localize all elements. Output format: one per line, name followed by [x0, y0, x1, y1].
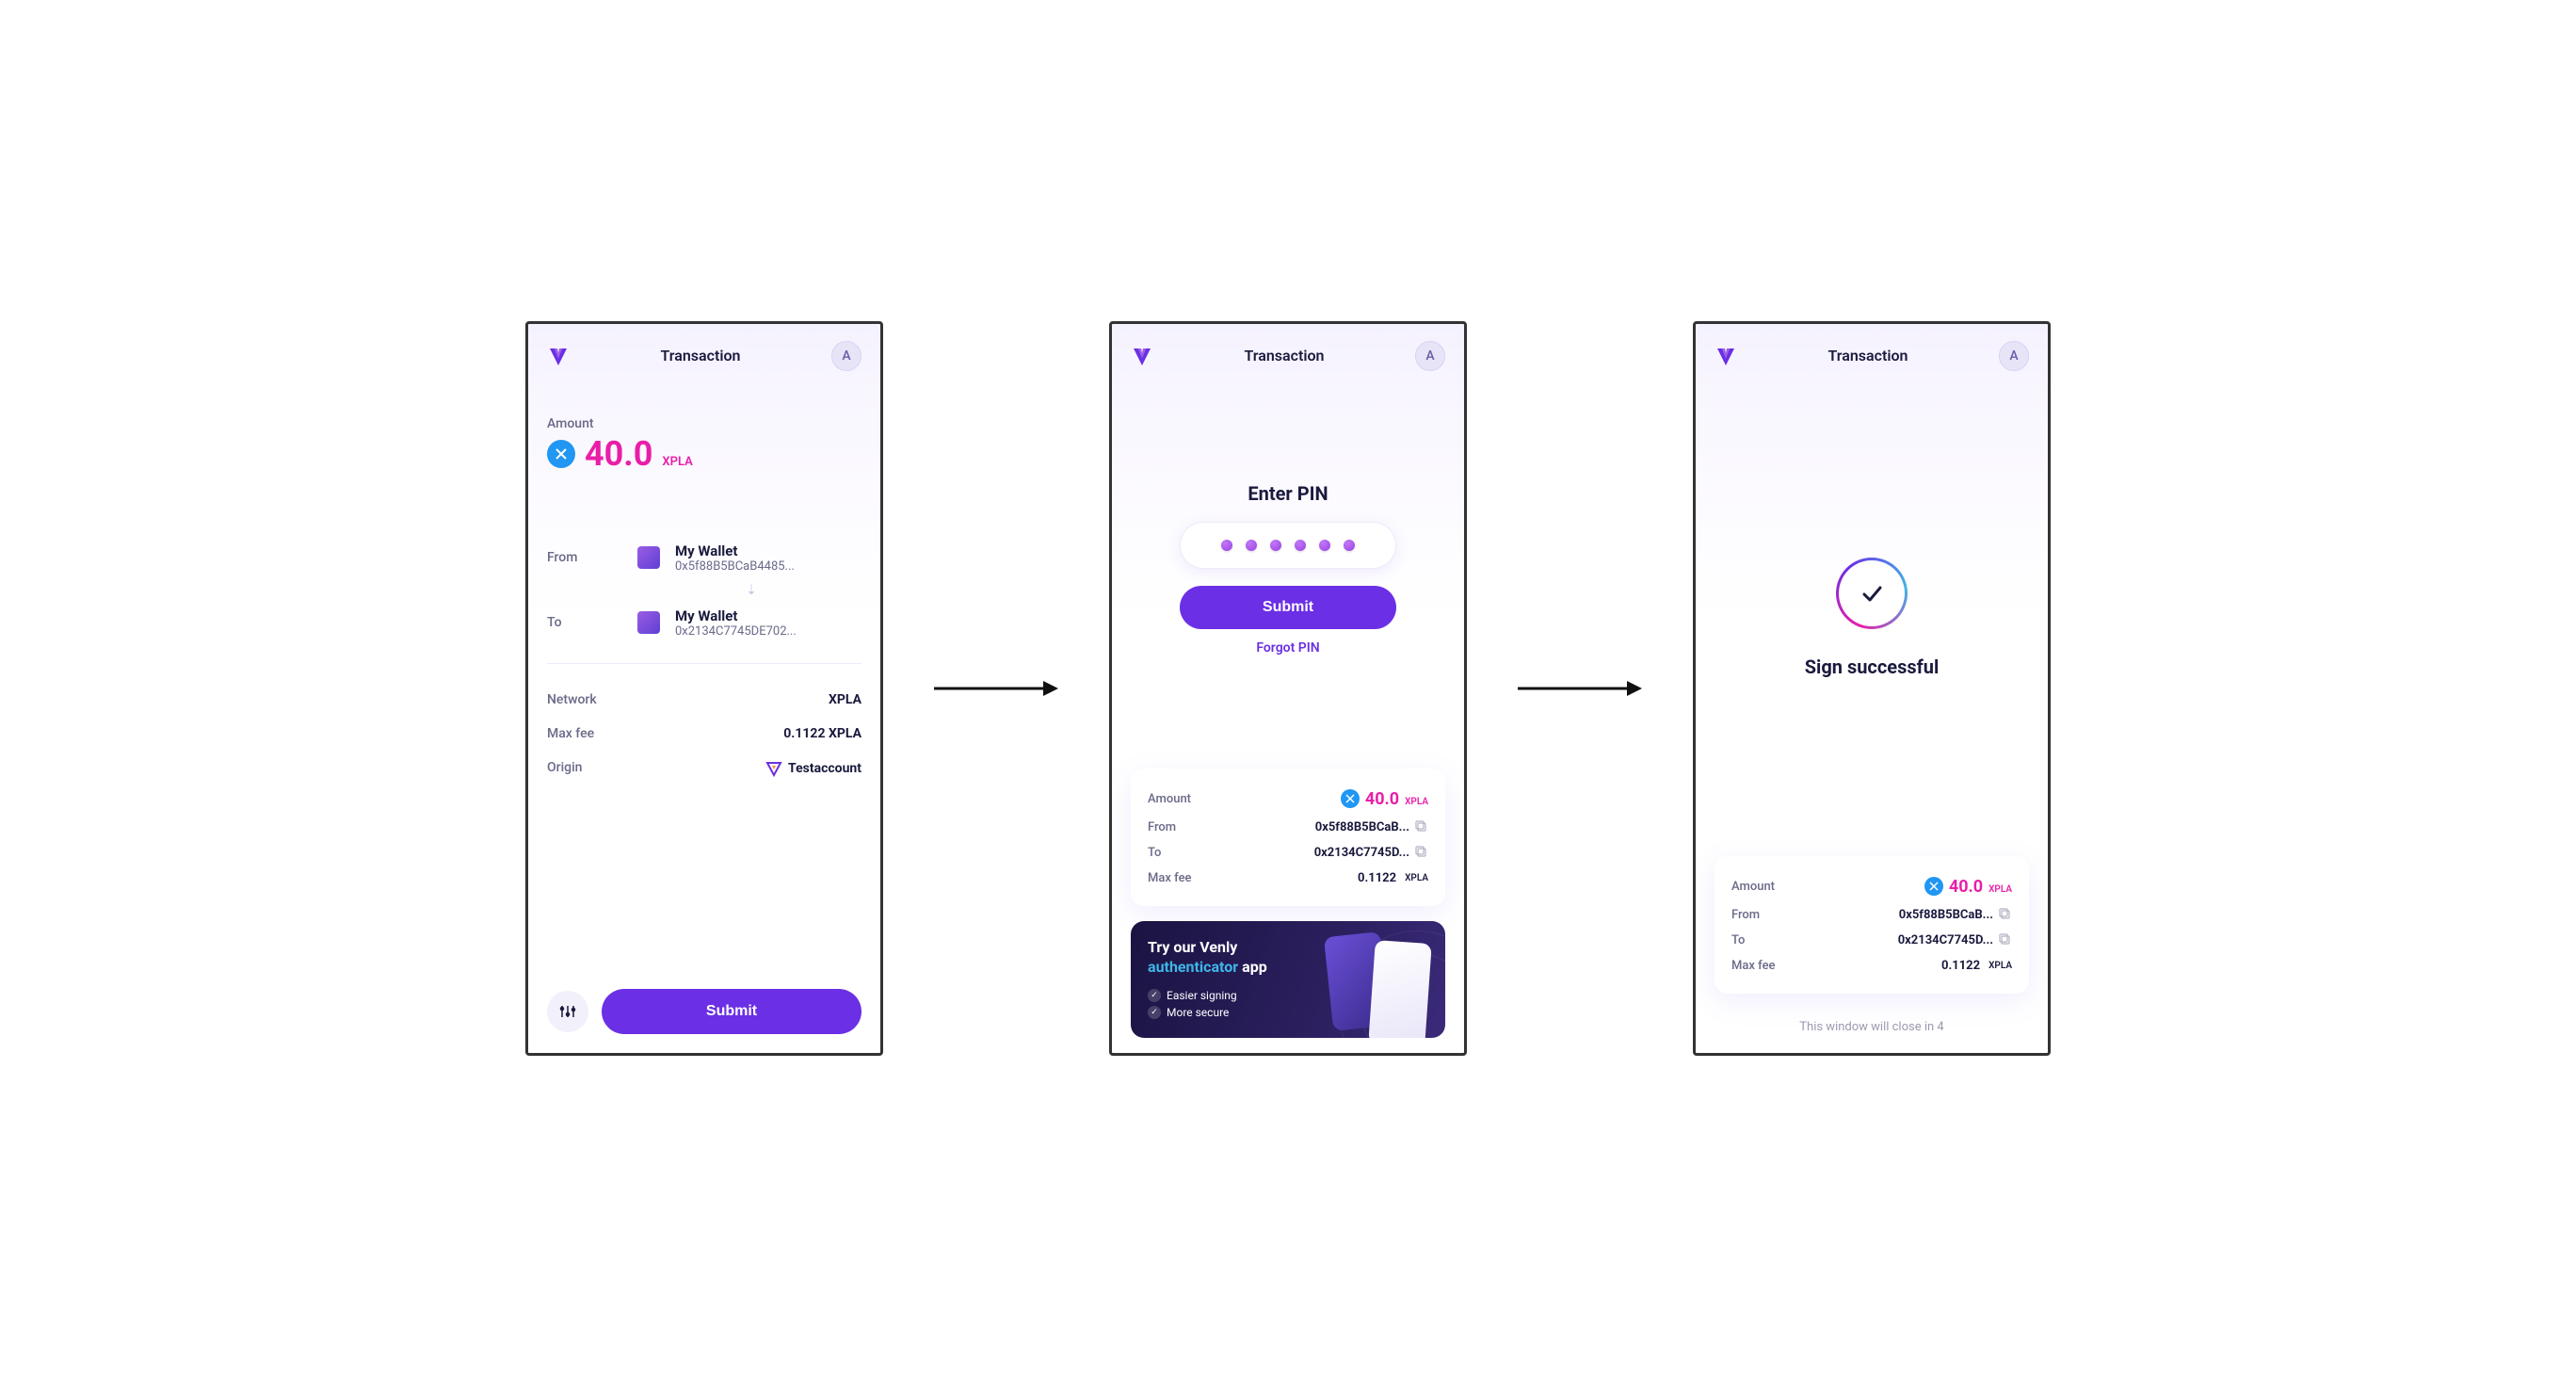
page-title: Transaction: [1828, 347, 1908, 364]
sum-from-label: From: [1731, 908, 1760, 922]
venly-logo-icon: [547, 345, 570, 367]
success-check-icon: [1836, 558, 1908, 629]
sum-from-value: 0x5f88B5BCaB...: [1315, 820, 1409, 834]
avatar[interactable]: A: [831, 341, 861, 371]
maxfee-value: 0.1122 XPLA: [783, 726, 861, 741]
promo-bullet-1: Easier signing: [1148, 987, 1304, 1004]
from-wallet-row: From My Wallet 0x5f88B5BCaB4485...: [547, 537, 861, 579]
amount-label: Amount: [547, 416, 861, 431]
from-label: From: [547, 550, 622, 565]
sum-maxfee-label: Max fee: [1731, 959, 1776, 973]
page-title: Transaction: [1245, 347, 1325, 364]
xpla-token-icon: [547, 440, 575, 468]
to-wallet-address: 0x2134C7745DE702...: [675, 624, 861, 639]
sum-amount-currency: XPLA: [1405, 797, 1428, 807]
authenticator-promo-card[interactable]: Try our Venly authenticator app Easier s…: [1131, 921, 1445, 1038]
pin-dot: [1319, 540, 1330, 551]
sum-from-label: From: [1148, 820, 1176, 834]
pin-dot: [1344, 540, 1355, 551]
sign-successful-screen: Transaction A Sign successful Amount 40.…: [1693, 321, 2051, 1056]
origin-value: Testaccount: [788, 761, 861, 776]
transaction-details-screen: Transaction A Amount 40.0 XPLA From My W…: [525, 321, 883, 1056]
venly-logo-icon: [1715, 345, 1737, 367]
pin-dot: [1221, 540, 1232, 551]
page-title: Transaction: [661, 347, 741, 364]
pin-dot: [1270, 540, 1281, 551]
pin-dot: [1295, 540, 1306, 551]
venly-logo-icon: [1131, 345, 1153, 367]
divider: [547, 663, 861, 664]
maxfee-row: Max fee 0.1122 XPLA: [547, 717, 861, 751]
header: Transaction A: [528, 324, 880, 388]
from-wallet-name: My Wallet: [675, 542, 861, 559]
network-row: Network XPLA: [547, 683, 861, 717]
pin-dot: [1246, 540, 1257, 551]
pin-submit-button[interactable]: Submit: [1180, 586, 1396, 629]
origin-app-icon: [765, 760, 782, 777]
from-wallet-address: 0x5f88B5BCaB4485...: [675, 559, 861, 574]
promo-bullet-2: More secure: [1148, 1004, 1304, 1021]
transaction-summary-card: Amount 40.0 XPLA From 0x5f88B5BCaB... To: [1131, 769, 1445, 906]
network-label: Network: [547, 692, 597, 707]
to-wallet-name: My Wallet: [675, 607, 861, 624]
wallet-icon: [637, 611, 660, 634]
sum-amount-value: 40.0: [1365, 789, 1399, 809]
sum-from-value: 0x5f88B5BCaB...: [1899, 908, 1993, 922]
success-title: Sign successful: [1715, 656, 2029, 678]
avatar[interactable]: A: [1999, 341, 2029, 371]
sum-to-label: To: [1731, 933, 1745, 947]
amount-value: 40.0: [585, 437, 652, 471]
promo-title-line2: app: [1238, 958, 1267, 976]
promo-title-line1: Try our Venly: [1148, 938, 1237, 956]
forgot-pin-link[interactable]: Forgot PIN: [1131, 640, 1445, 656]
header: Transaction A: [1112, 324, 1464, 388]
copy-icon[interactable]: [1415, 846, 1428, 859]
sum-maxfee-label: Max fee: [1148, 871, 1192, 885]
auto-close-note: This window will close in 4: [1715, 1009, 2029, 1053]
sum-maxfee-currency: XPLA: [1988, 961, 2012, 971]
sliders-icon: [559, 1003, 576, 1020]
network-value: XPLA: [829, 692, 861, 707]
flow-arrow-icon: [1514, 677, 1646, 700]
sum-amount-currency: XPLA: [1988, 884, 2012, 895]
to-label: To: [547, 615, 622, 630]
origin-row: Origin Testaccount: [547, 751, 861, 786]
origin-label: Origin: [547, 760, 582, 777]
submit-button[interactable]: Submit: [602, 989, 861, 1034]
copy-icon[interactable]: [1999, 933, 2012, 947]
maxfee-label: Max fee: [547, 726, 594, 741]
copy-icon[interactable]: [1999, 908, 2012, 921]
sum-maxfee-value: 0.1122: [1358, 871, 1396, 885]
sum-maxfee-value: 0.1122: [1941, 959, 1980, 973]
promo-title-accent: authenticator: [1148, 958, 1238, 976]
transfer-direction-icon: ⇣: [641, 579, 861, 602]
transaction-summary-card: Amount 40.0 XPLA From 0x5f88B5BCaB... To: [1715, 856, 2029, 994]
flow-arrow-icon: [930, 677, 1062, 700]
sum-amount-value: 40.0: [1949, 877, 1983, 897]
header: Transaction A: [1696, 324, 2048, 388]
sum-amount-label: Amount: [1731, 880, 1775, 894]
sum-to-value: 0x2134C7745D...: [1898, 933, 1993, 947]
xpla-token-icon: [1341, 789, 1360, 808]
copy-icon[interactable]: [1415, 820, 1428, 834]
sum-to-label: To: [1148, 846, 1161, 860]
amount-currency: XPLA: [662, 455, 692, 469]
pin-input[interactable]: [1180, 522, 1396, 569]
wallet-icon: [637, 546, 660, 569]
enter-pin-screen: Transaction A Enter PIN Submit Forgot PI…: [1109, 321, 1467, 1056]
pin-title: Enter PIN: [1131, 482, 1445, 505]
sum-maxfee-currency: XPLA: [1405, 873, 1428, 883]
avatar[interactable]: A: [1415, 341, 1445, 371]
settings-button[interactable]: [547, 991, 588, 1032]
sum-to-value: 0x2134C7745D...: [1314, 846, 1409, 860]
promo-art-icon: [1315, 938, 1428, 1021]
to-wallet-row: To My Wallet 0x2134C7745DE702...: [547, 602, 861, 644]
xpla-token-icon: [1924, 877, 1943, 896]
sum-amount-label: Amount: [1148, 792, 1191, 806]
amount-section: Amount 40.0 XPLA: [547, 388, 861, 509]
